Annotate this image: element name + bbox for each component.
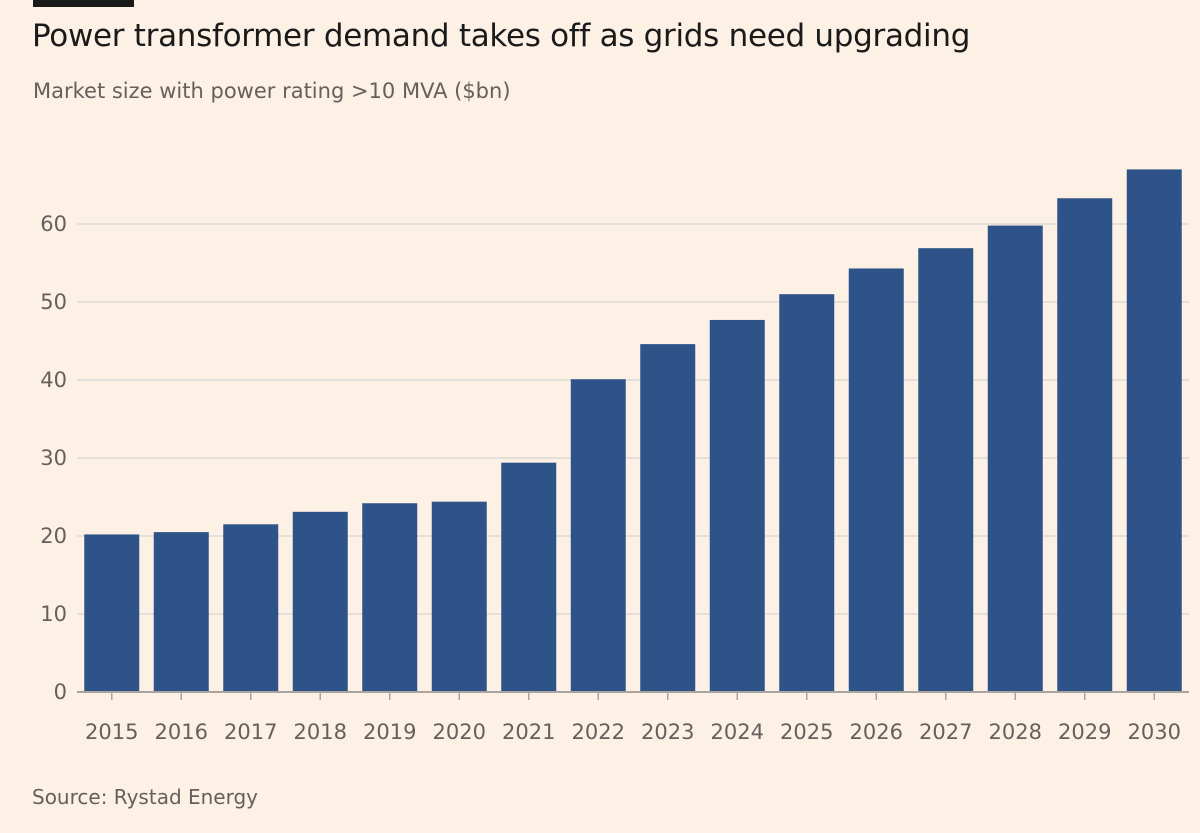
- x-tick-label: 2027: [919, 720, 972, 744]
- bar-2020: [431, 501, 487, 692]
- bar-2021: [501, 462, 557, 692]
- bar-2025: [779, 294, 835, 692]
- bar-2016: [153, 532, 209, 692]
- top-rule: [33, 0, 134, 7]
- y-tick-label: 20: [40, 524, 67, 548]
- y-tick-label: 60: [40, 212, 67, 236]
- bar-2029: [1057, 198, 1113, 692]
- bar-2024: [709, 319, 765, 692]
- x-tick-label: 2016: [155, 720, 208, 744]
- x-tick-label: 2021: [502, 720, 555, 744]
- bar-2023: [640, 344, 696, 692]
- source-note: Source: Rystad Energy: [32, 785, 259, 809]
- y-tick-label: 40: [40, 368, 67, 392]
- chart-title: Power transformer demand takes off as gr…: [32, 18, 971, 54]
- x-tick-label: 2015: [85, 720, 138, 744]
- bar-2027: [918, 248, 974, 692]
- x-tick-label: 2020: [433, 720, 486, 744]
- bar-2030: [1126, 169, 1182, 692]
- bar-2028: [987, 225, 1043, 692]
- bars: [84, 169, 1182, 692]
- chart-subtitle: Market size with power rating >10 MVA ($…: [33, 79, 511, 103]
- y-tick-label: 0: [54, 680, 67, 704]
- x-tick-label: 2029: [1058, 720, 1111, 744]
- y-tick-label: 50: [40, 290, 67, 314]
- x-tick-label: 2025: [780, 720, 833, 744]
- x-tick-label: 2018: [294, 720, 347, 744]
- bar-2026: [848, 268, 904, 692]
- x-tick-label: 2017: [224, 720, 277, 744]
- bar-2015: [84, 534, 140, 692]
- bar-2017: [223, 524, 279, 692]
- x-tick-label: 2023: [641, 720, 694, 744]
- x-tick-label: 2019: [363, 720, 416, 744]
- x-tick-label: 2028: [989, 720, 1042, 744]
- y-tick-label: 10: [40, 602, 67, 626]
- bar-2022: [570, 379, 626, 692]
- x-tick-label: 2030: [1128, 720, 1181, 744]
- y-tick-label: 30: [40, 446, 67, 470]
- x-tick-label: 2022: [572, 720, 625, 744]
- bar-2018: [292, 511, 348, 692]
- bar-2019: [362, 503, 418, 692]
- x-tick-label: 2026: [850, 720, 903, 744]
- x-tick-label: 2024: [711, 720, 764, 744]
